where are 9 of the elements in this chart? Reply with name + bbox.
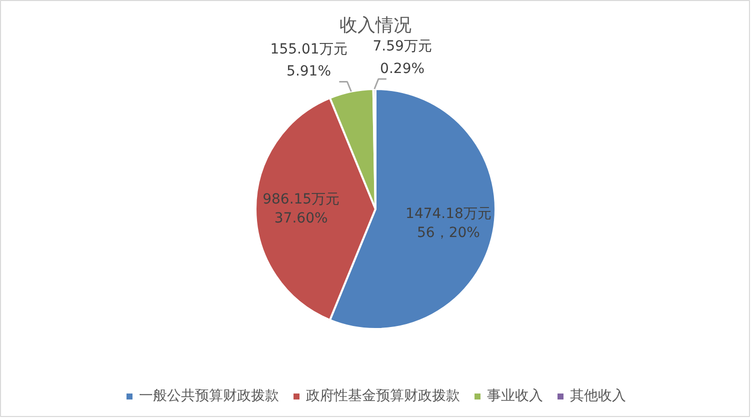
legend-label: 其他收入 xyxy=(570,387,626,405)
data-label: 986.15万元 37.60% xyxy=(262,191,340,227)
chart-title: 收入情况 xyxy=(340,15,412,36)
data-label: 155.01万元 5.91% xyxy=(270,41,348,80)
legend-label: 事业收入 xyxy=(487,387,543,405)
legend-label: 一般公共预算财政拨款 xyxy=(139,387,279,405)
data-label: 1474.18万元 56，20% xyxy=(406,206,492,242)
legend-label: 政府性基金预算财政拨款 xyxy=(306,387,460,405)
data-label: 7.59万元 0.29% xyxy=(372,38,432,78)
